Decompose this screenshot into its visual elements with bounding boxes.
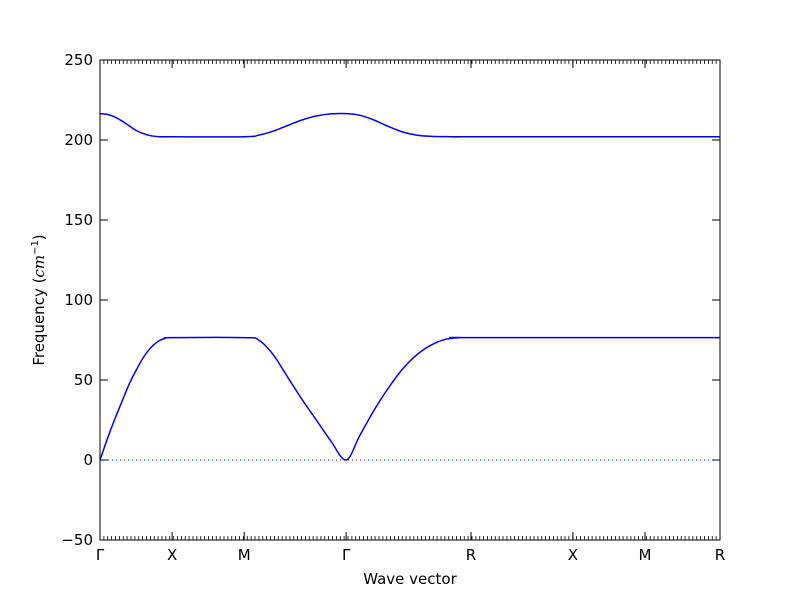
y-axis-label-suffix: ) [30, 234, 48, 240]
y-axis-label: Frequency (cm−1) [30, 234, 48, 365]
x-tick-label: R [715, 546, 725, 564]
series-layer [99, 112, 721, 461]
series-line-1 [99, 336, 720, 461]
series-line-2 [99, 112, 721, 138]
minor-ticks [103, 60, 717, 540]
x-tick-label: R [466, 546, 476, 564]
x-tick-label: M [238, 546, 251, 564]
y-ticks: −50 0 50 100 150 200 250 [61, 51, 720, 549]
x-axis-label: Wave vector [363, 570, 457, 588]
x-tick-label: Γ [96, 546, 105, 564]
y-tick-label: 200 [64, 131, 93, 149]
plot-frame [99, 59, 721, 541]
y-tick-label: 0 [83, 451, 93, 469]
plot-area [100, 60, 720, 540]
y-tick-label: 100 [64, 291, 93, 309]
y-tick-label: 50 [74, 371, 93, 389]
x-tick-label: M [639, 546, 652, 564]
y-axis-label-prefix: Frequency ( [30, 278, 48, 366]
x-tick-label: Γ [342, 546, 351, 564]
x-tick-label: X [568, 546, 578, 564]
y-tick-label: 250 [64, 51, 93, 69]
y-tick-label: −50 [61, 531, 93, 549]
x-tick-label: X [167, 546, 177, 564]
y-axis-label-exponent: −1 [30, 240, 41, 255]
y-tick-label: 150 [64, 211, 93, 229]
y-axis-label-unit: cm [30, 255, 48, 278]
